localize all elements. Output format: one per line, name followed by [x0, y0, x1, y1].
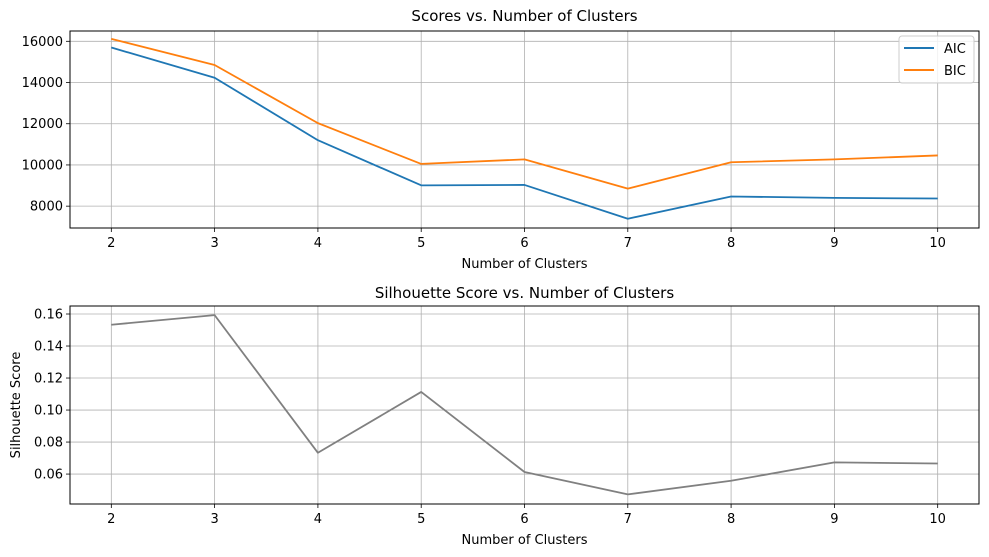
grid — [70, 306, 979, 504]
series-layer — [111, 314, 938, 496]
y-tick-label: 0.06 — [34, 468, 63, 483]
y-tick-label: 0.16 — [34, 308, 63, 323]
x-tick-label: 6 — [520, 512, 528, 527]
x-tick-label: 5 — [417, 512, 425, 527]
silhouette-chart: Silhouette Score vs. Number of Clusters … — [9, 284, 980, 548]
x-tick-label: 4 — [314, 236, 322, 251]
y-tick-label: 8000 — [30, 200, 63, 215]
x-tick-label: 7 — [624, 236, 632, 251]
chart-title: Silhouette Score vs. Number of Clusters — [375, 284, 675, 302]
y-tick-label: 0.10 — [34, 404, 63, 419]
y-tick-label: 16000 — [22, 35, 63, 50]
x-tick-label: 9 — [830, 236, 838, 251]
x-axis-label: Number of Clusters — [462, 533, 588, 548]
y-tick-label: 0.14 — [34, 340, 63, 355]
series-layer — [111, 37, 938, 220]
y-tick-label: 10000 — [22, 158, 63, 173]
x-tick-label: 2 — [107, 512, 115, 527]
y-tick-label: 14000 — [22, 76, 63, 91]
chart-title: Scores vs. Number of Clusters — [411, 7, 637, 25]
x-tick-label: 10 — [929, 512, 946, 527]
y-tick-label: 12000 — [22, 117, 63, 132]
x-tick-label: 8 — [727, 512, 735, 527]
scores-chart: Scores vs. Number of Clusters 2 3 4 5 6 7 8 9 10… — [22, 7, 980, 272]
legend-label-aic: AIC — [944, 42, 966, 57]
x-tick-label: 3 — [210, 236, 218, 251]
y-tick-label: 0.12 — [34, 372, 63, 387]
x-axis-label: Number of Clusters — [462, 257, 588, 272]
x-tick-label: 8 — [727, 236, 735, 251]
y-axis-label: Silhouette Score — [9, 352, 24, 459]
x-tick-label: 3 — [210, 512, 218, 527]
ticks: 2 3 4 5 6 7 8 9 10 8000 10000 12000 14000 16000 — [22, 35, 946, 251]
x-tick-label: 9 — [830, 512, 838, 527]
y-tick-label: 0.08 — [34, 436, 63, 451]
legend: AIC BIC — [898, 35, 975, 84]
legend-label-bic: BIC — [944, 64, 966, 79]
grid — [70, 31, 979, 228]
x-tick-label: 2 — [107, 236, 115, 251]
x-tick-label: 5 — [417, 236, 425, 251]
x-tick-label: 10 — [929, 236, 946, 251]
ticks: 2 3 4 5 6 7 8 9 10 0.06 0.08 0.10 0.12 0.14 0.16 — [34, 308, 946, 527]
x-tick-label: 7 — [624, 512, 632, 527]
x-tick-label: 4 — [314, 512, 322, 527]
x-tick-label: 6 — [520, 236, 528, 251]
